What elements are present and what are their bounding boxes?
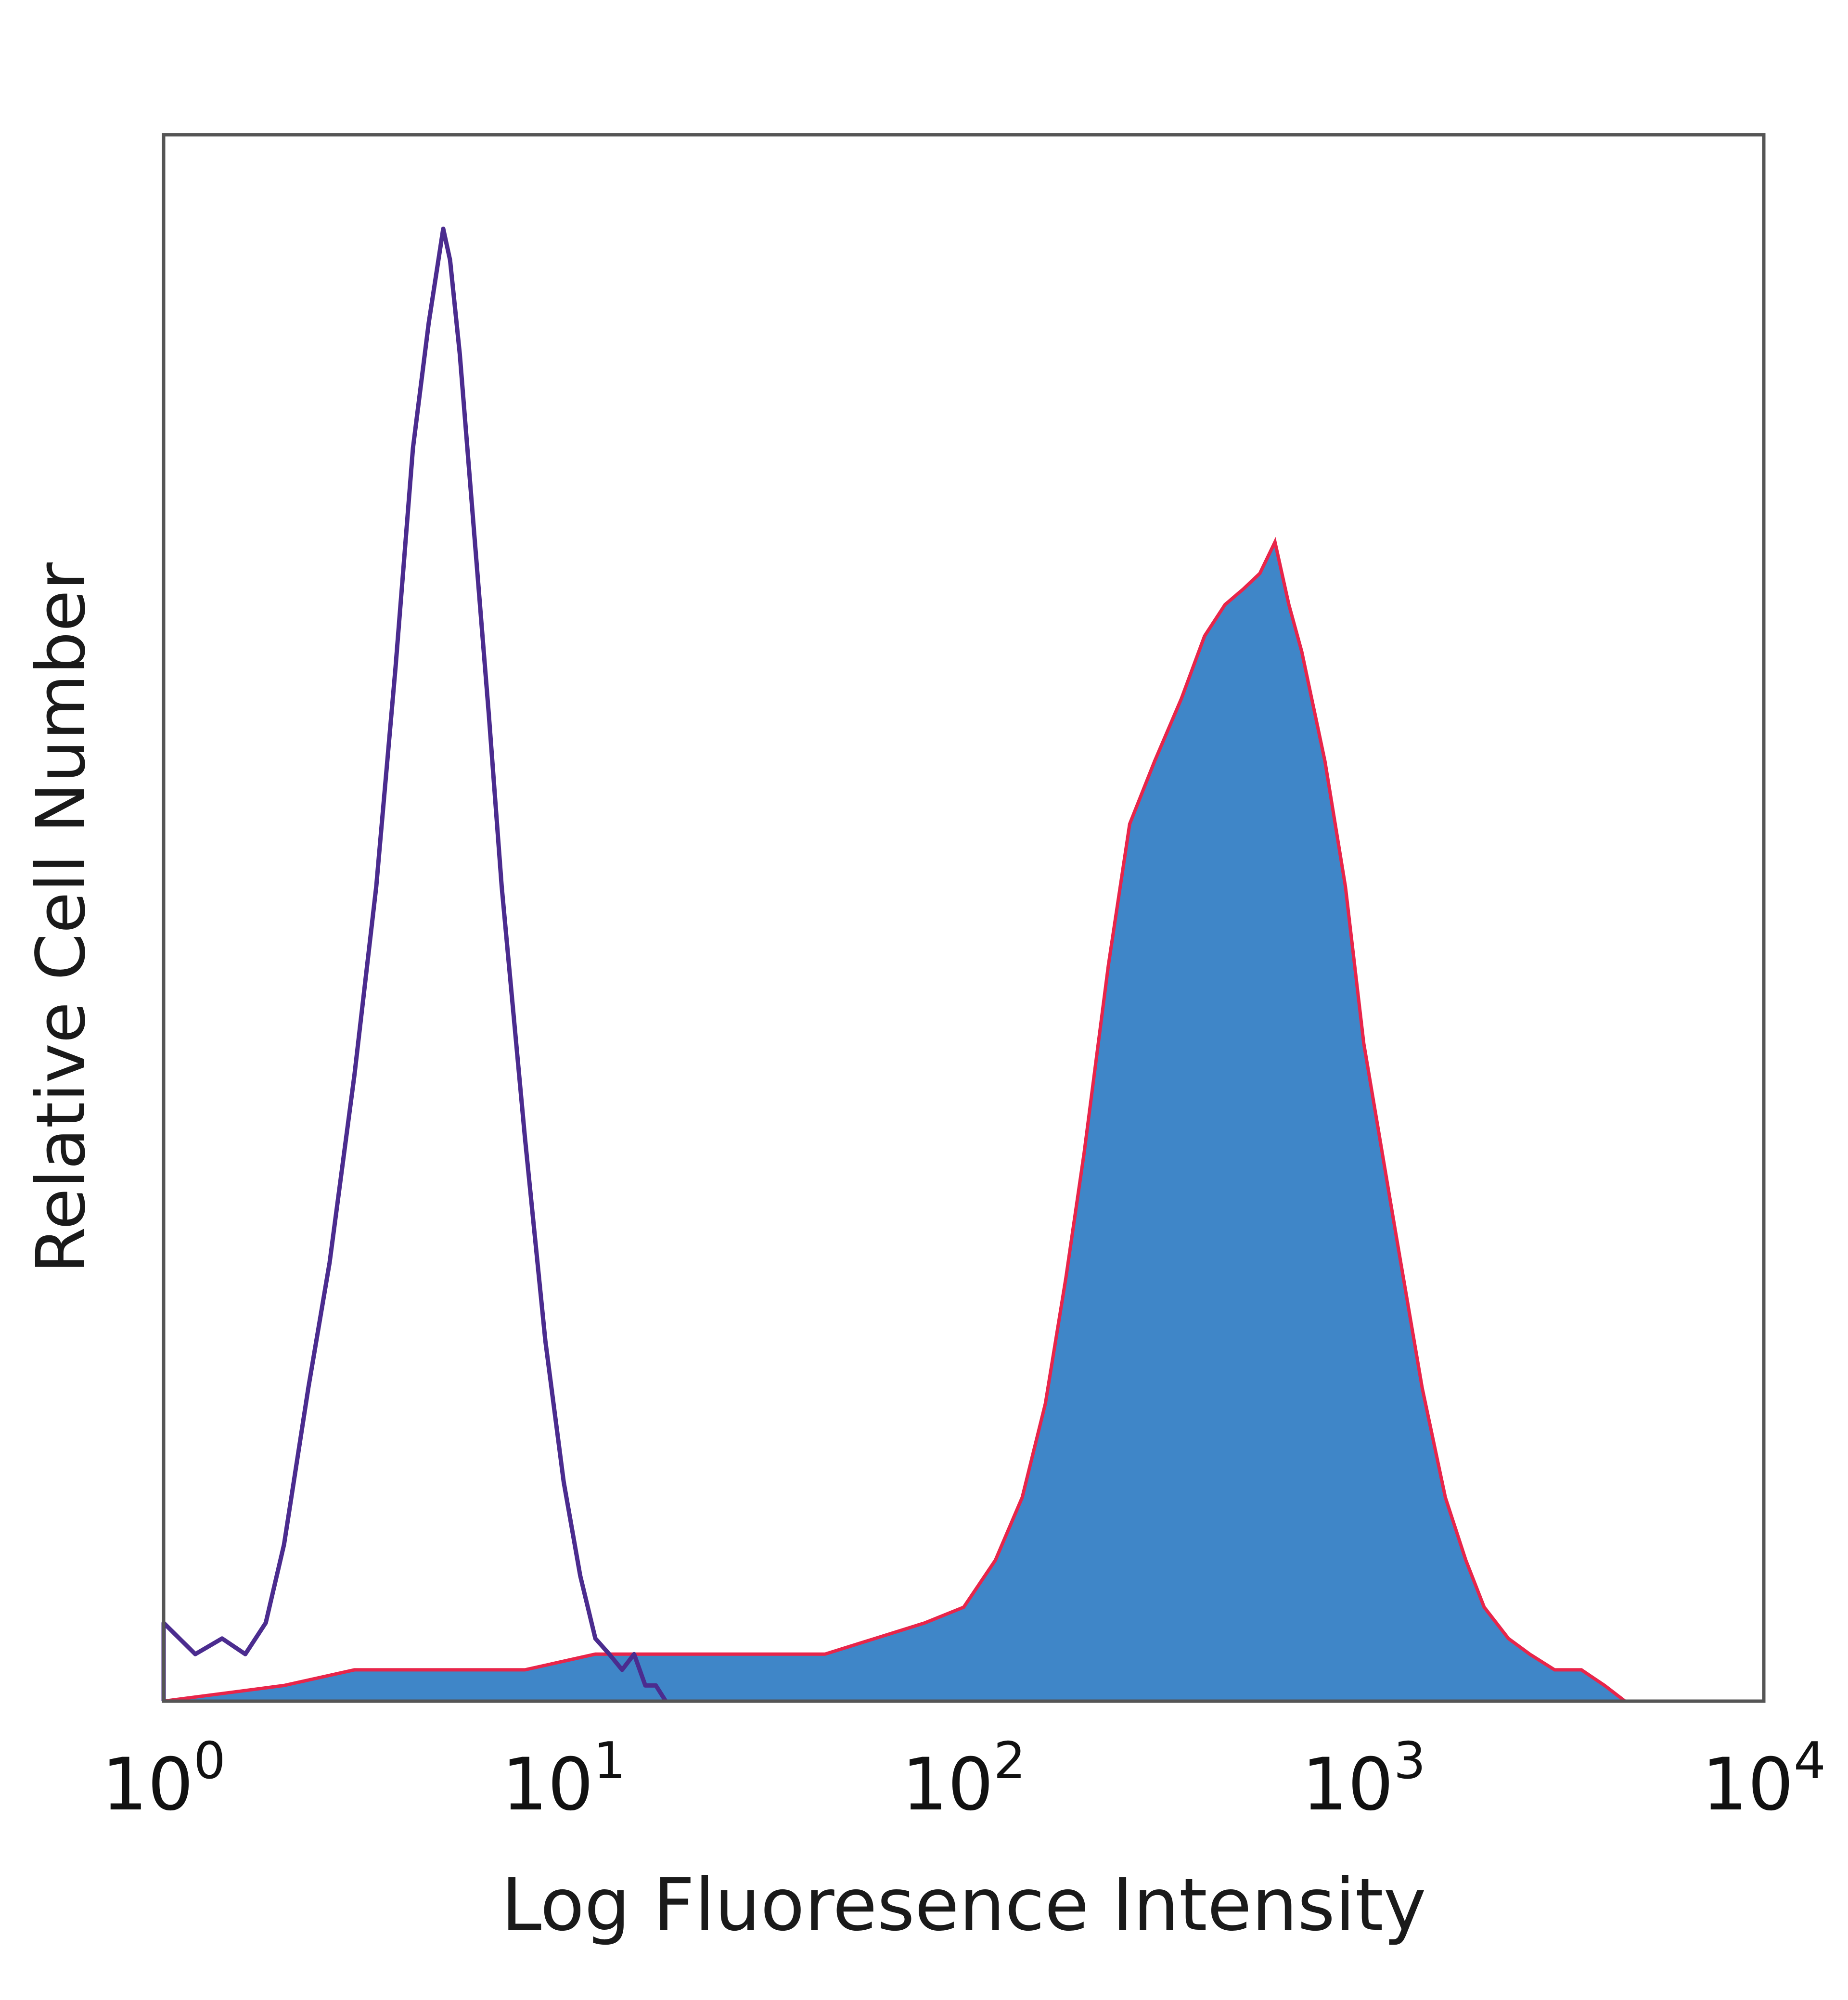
series-0-outline-histogram <box>161 226 668 1703</box>
x-tick-base-3: 10 <box>1302 1743 1394 1827</box>
x-tick-exponent-0: 0 <box>193 1731 226 1790</box>
x-tick-exponent-2: 2 <box>994 1731 1026 1790</box>
x-tick-label-0: 100 <box>102 1731 226 1827</box>
x-tick-exponent-4: 4 <box>1794 1731 1826 1790</box>
x-tick-label-4: 104 <box>1702 1731 1826 1827</box>
plot-frame <box>162 133 1766 1703</box>
x-tick-base-2: 10 <box>902 1743 994 1827</box>
x-tick-exponent-3: 3 <box>1394 1731 1426 1790</box>
x-tick-base-0: 10 <box>102 1743 193 1827</box>
series-layer <box>161 226 1626 1703</box>
x-tick-label-1: 101 <box>501 1731 626 1827</box>
x-tick-layer: 100 101 102 103 104 <box>102 1731 1826 1827</box>
x-tick-exponent-1: 1 <box>593 1731 626 1790</box>
y-axis-title: Relative Cell Number <box>22 562 101 1273</box>
x-tick-label-2: 102 <box>902 1731 1026 1827</box>
x-axis-title: Log Fluoresence Intensity <box>501 1863 1426 1947</box>
x-tick-base-4: 10 <box>1702 1743 1794 1827</box>
x-tick-base-1: 10 <box>501 1743 593 1827</box>
x-tick-label-3: 103 <box>1302 1731 1426 1827</box>
series-1-filled-histogram <box>163 537 1626 1703</box>
